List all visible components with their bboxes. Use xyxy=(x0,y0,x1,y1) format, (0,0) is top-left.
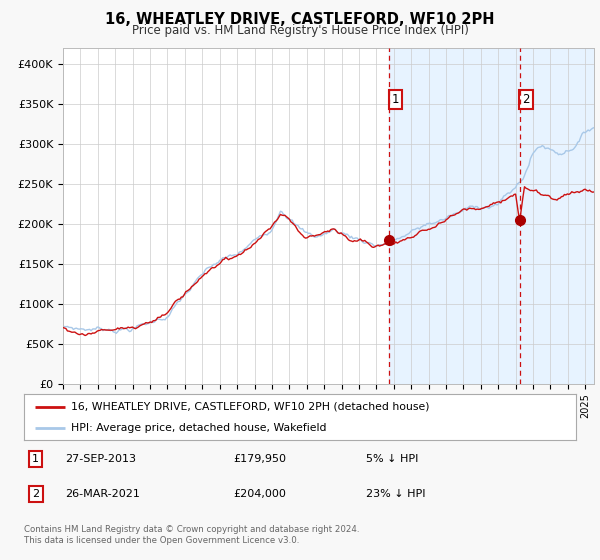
Text: 1: 1 xyxy=(32,454,39,464)
Text: Contains HM Land Registry data © Crown copyright and database right 2024.
This d: Contains HM Land Registry data © Crown c… xyxy=(24,525,359,545)
Text: 1: 1 xyxy=(392,93,400,106)
Text: 26-MAR-2021: 26-MAR-2021 xyxy=(65,489,140,500)
Text: £204,000: £204,000 xyxy=(234,489,287,500)
Text: Price paid vs. HM Land Registry's House Price Index (HPI): Price paid vs. HM Land Registry's House … xyxy=(131,24,469,36)
Text: 2: 2 xyxy=(32,489,40,500)
Text: 23% ↓ HPI: 23% ↓ HPI xyxy=(366,489,426,500)
Text: 16, WHEATLEY DRIVE, CASTLEFORD, WF10 2PH (detached house): 16, WHEATLEY DRIVE, CASTLEFORD, WF10 2PH… xyxy=(71,402,430,412)
Text: HPI: Average price, detached house, Wakefield: HPI: Average price, detached house, Wake… xyxy=(71,423,326,433)
Bar xyxy=(389,48,600,384)
Text: 27-SEP-2013: 27-SEP-2013 xyxy=(65,454,136,464)
Text: 2: 2 xyxy=(522,93,530,106)
Text: 5% ↓ HPI: 5% ↓ HPI xyxy=(366,454,419,464)
Text: 16, WHEATLEY DRIVE, CASTLEFORD, WF10 2PH: 16, WHEATLEY DRIVE, CASTLEFORD, WF10 2PH xyxy=(105,12,495,27)
Text: £179,950: £179,950 xyxy=(234,454,287,464)
